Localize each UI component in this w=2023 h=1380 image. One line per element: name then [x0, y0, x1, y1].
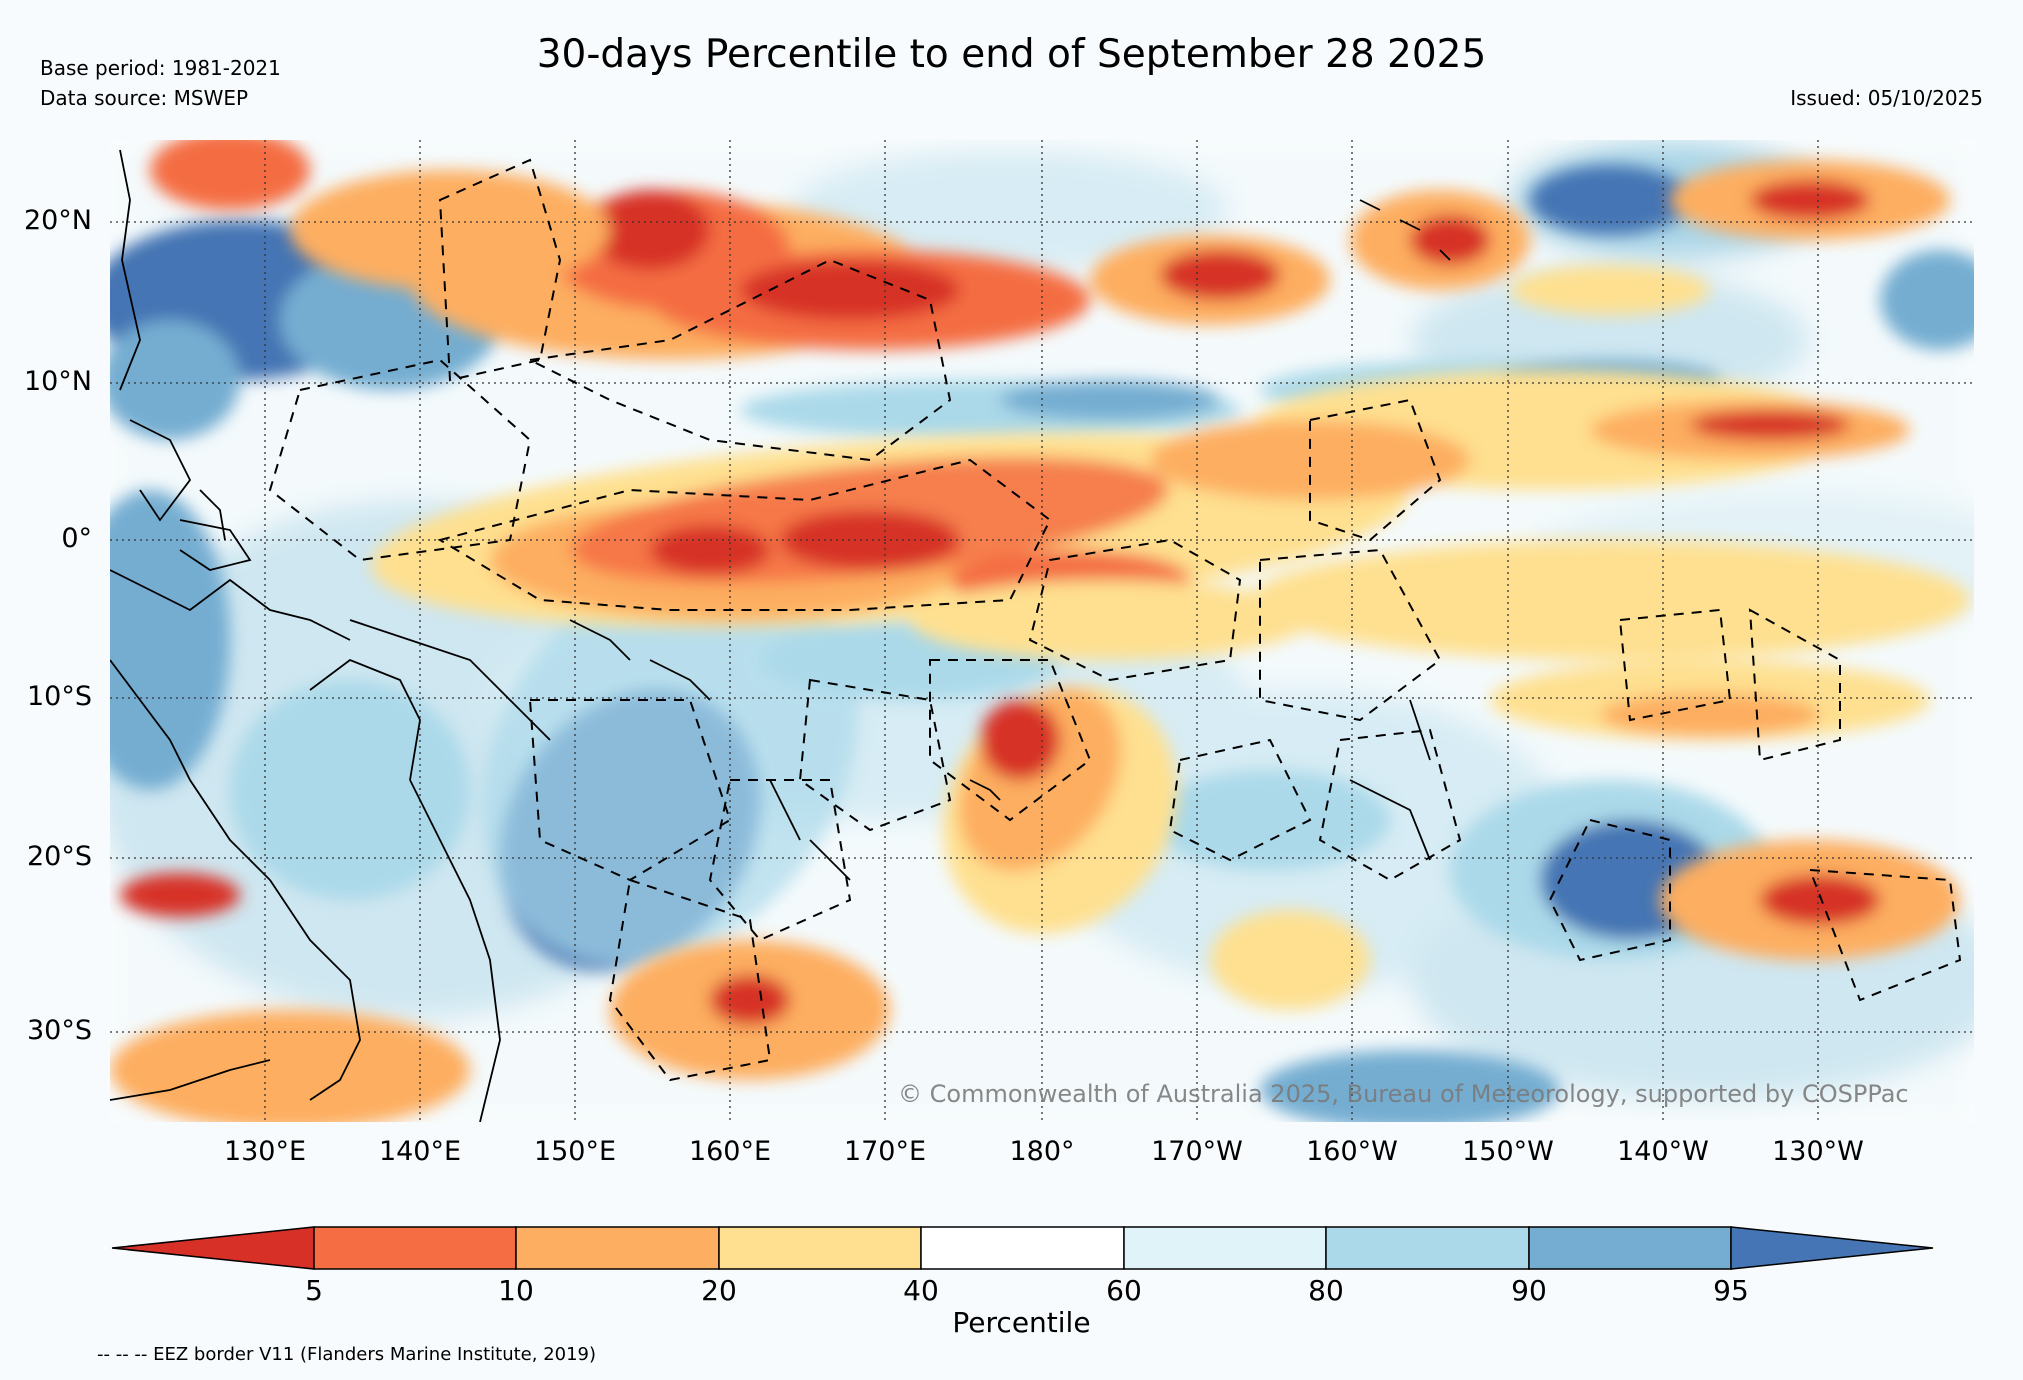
colorbar-bin-20-40: [718, 1226, 922, 1270]
lon-tick-130e: 130°E: [223, 1136, 307, 1167]
colorbar-bin-10-20: [515, 1226, 720, 1270]
colorbar-tick-90: 90: [1511, 1274, 1547, 1307]
issued-date-label: Issued: 05/10/2025: [1790, 86, 1983, 110]
colorbar-tick-10: 10: [498, 1274, 534, 1307]
lat-tick-20n: 20°N: [23, 205, 92, 236]
lon-tick-140e: 140°E: [378, 1136, 462, 1167]
lon-tick-180: 180°: [1009, 1136, 1075, 1167]
lon-tick-150w: 150°W: [1462, 1136, 1554, 1167]
lon-tick-160w: 160°W: [1306, 1136, 1398, 1167]
map-canvas: [110, 140, 1974, 1122]
colorbar-tick-20: 20: [701, 1274, 737, 1307]
coastlines: [110, 149, 1451, 1122]
base-period-label: Base period: 1981-2021: [40, 56, 281, 80]
page-title: 30-days Percentile to end of September 2…: [536, 32, 1487, 77]
lon-tick-150e: 150°E: [533, 1136, 617, 1167]
lon-tick-140w: 140°W: [1617, 1136, 1709, 1167]
colorbar: [111, 1226, 1934, 1270]
eez-border-note: -- -- -- EEZ border V11 (Flanders Marine…: [97, 1344, 597, 1365]
colorbar-bin-80-90: [1325, 1226, 1530, 1270]
lat-tick-0: 0°: [61, 523, 92, 554]
colorbar-bin-90-95: [1528, 1226, 1732, 1270]
data-source-label: Data source: MSWEP: [40, 86, 249, 110]
percentile-map: [110, 140, 1974, 1122]
lat-tick-10s: 10°S: [27, 681, 92, 712]
lon-tick-170e: 170°E: [843, 1136, 927, 1167]
lon-tick-160e: 160°E: [688, 1136, 772, 1167]
colorbar-label: Percentile: [952, 1306, 1091, 1339]
colorbar-bin-5-10: [313, 1226, 517, 1270]
lon-tick-170w: 170°W: [1151, 1136, 1243, 1167]
colorbar-tick-40: 40: [903, 1274, 939, 1307]
colorbar-tick-95: 95: [1713, 1274, 1749, 1307]
colorbar-tick-60: 60: [1106, 1274, 1142, 1307]
eez-borders: [268, 158, 1962, 1082]
map-gridlines: [110, 140, 1974, 1122]
colorbar-extend-high: [1730, 1226, 1934, 1270]
map-field-dry: [110, 140, 1970, 1122]
colorbar-tick-5: 5: [305, 1274, 323, 1307]
lat-tick-20s: 20°S: [27, 841, 92, 872]
colorbar-bin-40-60: [920, 1226, 1125, 1270]
lat-tick-10n: 10°N: [23, 366, 92, 397]
colorbar-bin-60-80: [1123, 1226, 1327, 1270]
colorbar-extend-low: [111, 1226, 315, 1270]
colorbar-tick-80: 80: [1308, 1274, 1344, 1307]
copyright-notice: © Commonwealth of Australia 2025, Bureau…: [898, 1080, 1909, 1108]
lat-tick-30s: 30°S: [27, 1015, 92, 1046]
lon-tick-130w: 130°W: [1772, 1136, 1864, 1167]
